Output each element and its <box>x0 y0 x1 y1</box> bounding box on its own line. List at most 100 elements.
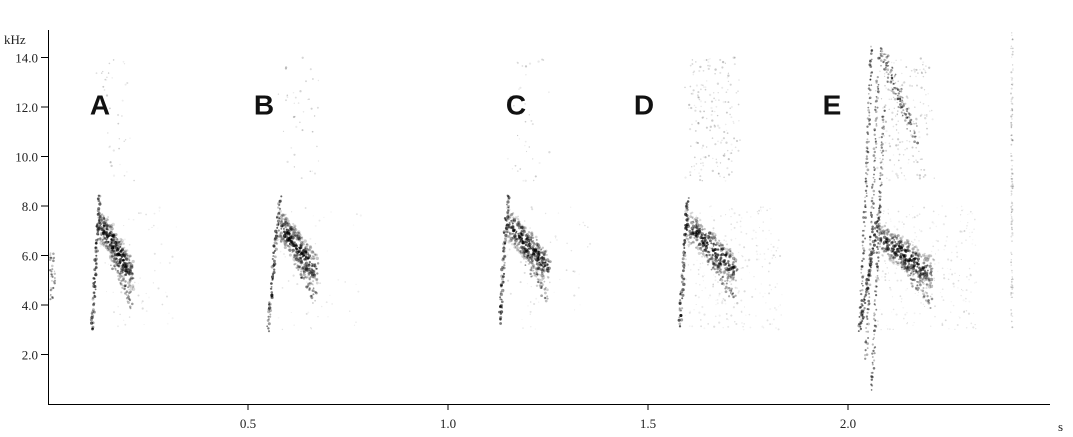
call-A-energy <box>128 316 131 318</box>
call-D-energy <box>686 237 690 241</box>
call-C-energy <box>540 248 543 250</box>
call-D-energy <box>713 232 715 234</box>
call-E-energy <box>914 271 917 274</box>
call-D-energy <box>733 137 736 140</box>
call-B-energy <box>279 234 283 238</box>
call-A-energy <box>123 255 127 259</box>
call-E-energy <box>880 135 883 139</box>
call-E-energy <box>906 265 911 269</box>
call-C-energy <box>514 236 517 239</box>
call-A-energy <box>122 277 125 281</box>
call-E-energy <box>965 300 967 303</box>
call-E-energy <box>902 254 906 258</box>
call-A-energy <box>110 164 113 168</box>
call-E-energy <box>864 204 867 206</box>
call-D-energy <box>711 137 714 139</box>
call-C-energy <box>501 280 505 284</box>
call-E-energy <box>867 161 869 164</box>
call-E-energy <box>880 313 883 316</box>
call-C-energy <box>532 269 535 272</box>
call-B-energy <box>301 236 304 239</box>
call-A-energy <box>128 261 130 264</box>
call-B-energy <box>289 246 291 248</box>
call-B-energy <box>315 267 318 270</box>
call-A-energy <box>114 243 118 247</box>
call-D-energy <box>730 283 733 286</box>
call-D-energy <box>702 156 705 158</box>
call-E-energy <box>865 316 868 319</box>
call-E-energy <box>960 230 963 233</box>
call-E-energy <box>967 213 969 216</box>
call-D-energy <box>714 255 717 258</box>
call-E-energy <box>875 123 878 125</box>
call-A-energy <box>130 265 134 269</box>
call-E-energy <box>874 106 877 108</box>
call-A-energy <box>128 288 130 291</box>
call-D-energy <box>683 247 686 249</box>
call-E-energy <box>900 243 905 248</box>
call-A-energy <box>95 224 100 229</box>
call-E-energy <box>947 278 950 281</box>
call-C-energy <box>535 284 539 288</box>
call-A-energy <box>141 300 144 303</box>
call-E-energy <box>901 235 904 238</box>
call-E-energy <box>879 52 882 55</box>
x-tick-label: 0.5 <box>240 416 256 431</box>
call-B-energy <box>273 268 276 271</box>
call-E-energy <box>925 292 929 295</box>
call-B-energy <box>306 268 310 272</box>
call-E-energy <box>880 229 882 231</box>
call-B-energy <box>359 214 362 217</box>
call-D-energy <box>711 169 714 173</box>
call-D-energy <box>686 200 690 203</box>
call-E-energy <box>918 240 920 242</box>
call-B-energy <box>292 259 294 261</box>
call-D-energy <box>734 146 737 149</box>
call-C-energy <box>515 230 518 233</box>
call-E-energy <box>868 264 871 267</box>
call-C-energy <box>530 231 534 235</box>
call-D-energy <box>700 252 703 254</box>
call-D-energy <box>681 257 685 261</box>
call-E-energy <box>915 146 918 149</box>
call-E-energy <box>910 272 913 275</box>
call-E-energy <box>906 245 910 249</box>
call-D-energy <box>730 279 733 282</box>
call-D-energy <box>729 83 732 86</box>
call-D-energy <box>704 156 707 159</box>
call-E-energy <box>879 47 882 50</box>
call-B-energy <box>309 275 312 279</box>
call-E-energy <box>882 127 886 130</box>
noise-streak <box>1010 32 1013 34</box>
call-E-energy <box>912 266 916 270</box>
call-B-energy <box>282 253 286 256</box>
call-B-energy <box>310 296 314 300</box>
call-C-energy <box>506 210 510 214</box>
call-D-energy <box>708 251 711 253</box>
call-C-energy <box>541 282 544 285</box>
call-B-energy <box>297 237 301 241</box>
call-E-energy <box>965 227 968 230</box>
call-B-energy <box>314 277 317 280</box>
call-C-energy <box>544 297 547 299</box>
call-C-energy <box>520 230 523 233</box>
call-E-energy <box>884 59 887 61</box>
call-B-energy <box>312 251 315 254</box>
call-E-energy <box>924 291 927 294</box>
leading-energy <box>50 256 53 259</box>
call-B-energy <box>295 257 297 260</box>
call-E-energy <box>890 247 893 250</box>
call-E-energy <box>899 239 903 243</box>
call-D-energy <box>719 263 723 267</box>
call-E-energy <box>896 88 899 91</box>
call-C-energy <box>520 226 524 230</box>
call-A-energy <box>98 237 102 241</box>
call-D-energy <box>717 140 719 143</box>
call-D-energy <box>728 253 732 256</box>
call-A-energy <box>121 247 124 250</box>
call-D-energy <box>704 233 706 236</box>
call-E-energy <box>899 236 902 240</box>
call-E-energy <box>873 330 875 332</box>
call-B-energy <box>306 267 309 270</box>
call-D-energy <box>686 223 689 226</box>
